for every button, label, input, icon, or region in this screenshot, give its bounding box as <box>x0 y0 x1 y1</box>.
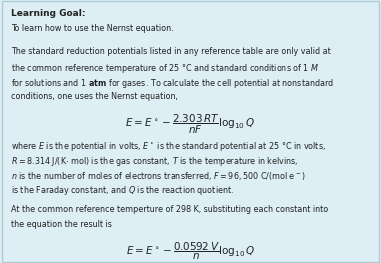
Text: $R = 8.314$ J/(K$\cdot$ mol) is the gas constant, $T$ is the temperature in kelv: $R = 8.314$ J/(K$\cdot$ mol) is the gas … <box>11 155 299 168</box>
Text: for solutions and 1 $\mathbf{atm}$ for gases. To calculate the cell potential at: for solutions and 1 $\mathbf{atm}$ for g… <box>11 77 334 90</box>
Text: is the Faraday constant, and $Q$ is the reaction quotient.: is the Faraday constant, and $Q$ is the … <box>11 185 234 198</box>
Text: $E = E^\circ - \dfrac{0.0592\, V}{n}\log_{10} Q$: $E = E^\circ - \dfrac{0.0592\, V}{n}\log… <box>126 241 255 262</box>
Text: where $E$ is the potential in volts, $E^\circ$ is the standard potential at 25 °: where $E$ is the potential in volts, $E^… <box>11 140 326 153</box>
Text: the common reference temperature of 25 °C and standard conditions of 1 $M$: the common reference temperature of 25 °… <box>11 62 320 75</box>
Text: To learn how to use the Nernst equation.: To learn how to use the Nernst equation. <box>11 24 174 33</box>
Text: conditions, one uses the Nernst equation,: conditions, one uses the Nernst equation… <box>11 92 178 101</box>
Text: the equation the result is: the equation the result is <box>11 220 112 229</box>
Text: $E = E^\circ - \dfrac{2.303\, RT}{nF}\log_{10} Q$: $E = E^\circ - \dfrac{2.303\, RT}{nF}\lo… <box>125 113 256 136</box>
Text: The standard reduction potentials listed in any reference table are only valid a: The standard reduction potentials listed… <box>11 47 331 56</box>
Text: At the common reference temperture of 298 K, substituting each constant into: At the common reference temperture of 29… <box>11 205 329 214</box>
Text: $n$ is the number of moles of electrons transferred, $F = 96,500$ C/(mol e$^-$): $n$ is the number of moles of electrons … <box>11 170 306 181</box>
Text: Learning Goal:: Learning Goal: <box>11 9 86 18</box>
